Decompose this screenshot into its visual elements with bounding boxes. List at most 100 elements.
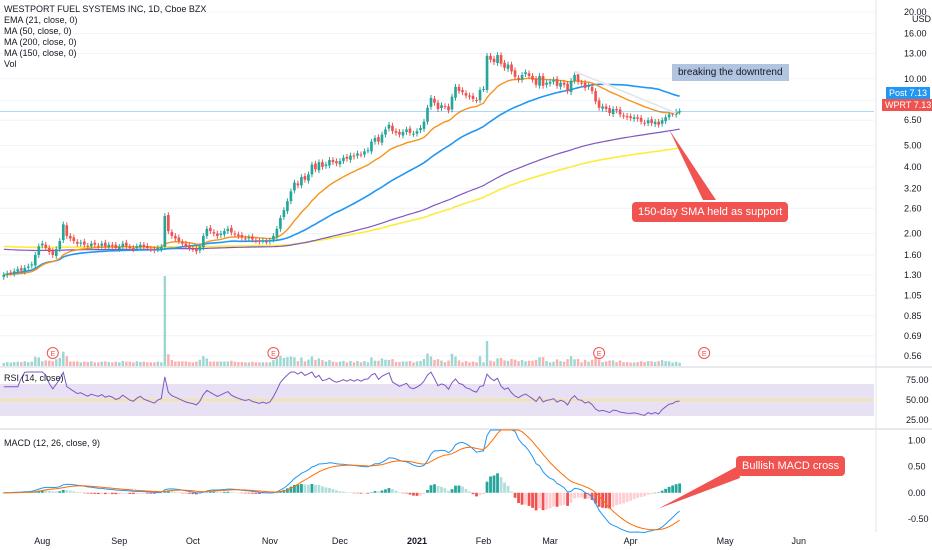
macd-histogram-bar [678,483,682,493]
volume-bar [447,360,450,366]
legend-ma50: MA (50, close, 0) [4,26,72,36]
candle-body [562,82,566,85]
volume-bar [195,361,198,366]
macd-histogram-bar [632,492,636,500]
macd-histogram-bar [412,492,415,496]
macd-histogram-bar [82,492,86,494]
candle-body [272,235,275,240]
candle-body [174,235,177,239]
macd-histogram-bar [300,483,303,493]
volume-bar [625,362,629,366]
earnings-letter: E [271,351,276,358]
rsi-line [3,371,680,416]
volume-bar [177,361,181,366]
volume-bar [13,362,16,366]
macd-tick-label: 0.00 [908,488,926,498]
volume-bar [457,360,461,366]
candle-body [314,163,317,170]
time-tick-label: May [717,536,735,546]
candle-body [415,131,419,134]
candle-body [156,248,160,250]
candle-body [121,243,125,247]
candle-body [447,106,450,111]
volume-bar [230,360,233,366]
volume-bar [590,359,594,366]
price-tick-label: 3.20 [904,183,922,193]
price-tick-label: 0.85 [904,311,922,321]
candle-body [475,100,478,102]
macd-histogram-bar [618,492,622,505]
macd-histogram-bar [138,492,142,494]
macd-histogram-bar [275,492,279,494]
candle-body [671,113,674,115]
macd-line [3,429,680,534]
macd-histogram-bar [366,492,370,494]
candle-body [608,108,611,114]
candle-body [114,244,118,249]
candle-body [117,246,121,249]
macd-histogram-bar [72,491,76,493]
candle-body [436,102,440,110]
volume-bar [405,361,408,366]
volume-bar [300,357,303,366]
volume-bar [622,362,625,366]
volume-bar [499,357,503,366]
candle-body [405,129,408,132]
candle-body [68,235,72,239]
macd-histogram-bar [440,486,443,493]
volume-bar [475,362,478,366]
volume-bar [650,361,653,366]
volume-bar [79,362,83,366]
candle-body [251,236,254,240]
volume-bar [394,361,398,366]
macd-histogram-bar [149,492,153,494]
candle-body [124,242,128,246]
volume-bar [27,362,30,366]
candle-body [54,249,58,256]
candle-body [61,224,65,241]
volume-bar [44,360,48,366]
volume-bar [90,361,93,366]
rsi-tick-label: 75.00 [906,375,929,385]
price-tick-label: 0.56 [904,351,922,361]
post-label: Post [889,88,908,98]
candle-body [191,248,195,250]
volume-bar [541,357,545,366]
macd-histogram-bar [156,492,160,494]
volume-bar [664,361,667,366]
macd-histogram-bar [531,492,534,508]
macd-histogram-bar [534,492,538,511]
macd-histogram-bar [37,490,41,493]
price-tick-label: 0.69 [904,331,922,341]
candle-body [440,105,443,109]
volume-bar [583,359,587,366]
macd-histogram-bar [236,492,240,494]
macd-histogram-bar [426,489,429,493]
support-arrow [669,129,716,200]
macd-histogram-bar [356,492,359,494]
macd-histogram-bar [68,490,72,493]
signal-line [3,429,680,531]
macd-histogram-bar [597,492,601,507]
earnings-letter: E [50,351,55,358]
volume-bar [69,361,72,366]
macd-histogram-bar [201,492,205,494]
macd-histogram-bar [335,490,338,493]
macd-histogram-bar [552,492,555,507]
macd-histogram-bar [131,492,135,495]
candle-body [524,72,527,75]
candle-body [135,246,139,249]
volume-bar [352,362,356,366]
volume-bar [202,356,205,366]
macd-histogram-bar [464,488,468,493]
macd-histogram-bar [636,492,640,498]
candle-body [202,235,205,248]
macd-histogram-bar [233,492,237,493]
candle-body [188,245,191,249]
candle-body [58,241,62,250]
macd-histogram-bar [646,492,650,495]
macd-histogram-bar [44,490,48,493]
candle-body [604,106,608,110]
volume-bar [188,361,191,366]
